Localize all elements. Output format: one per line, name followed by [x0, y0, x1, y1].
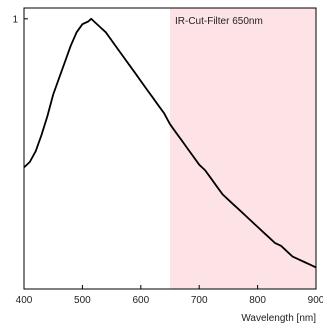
plot-frame [23, 7, 317, 290]
x-tick-label: 700 [191, 295, 208, 306]
x-tick-label: 600 [132, 295, 149, 306]
x-tick-label: 800 [249, 295, 266, 306]
x-tick-label: 400 [16, 295, 33, 306]
ir-cut-filter-label: IR-Cut-Filter 650nm [175, 16, 263, 27]
x-tick-label: 500 [74, 295, 91, 306]
y-tick-label: 1 [12, 14, 18, 25]
series-line-0 [23, 17, 317, 269]
x-tick-label: 900 [308, 295, 323, 306]
ir-cut-filter-band [170, 8, 316, 289]
x-axis-title: Wavelength [nm] [241, 313, 316, 324]
